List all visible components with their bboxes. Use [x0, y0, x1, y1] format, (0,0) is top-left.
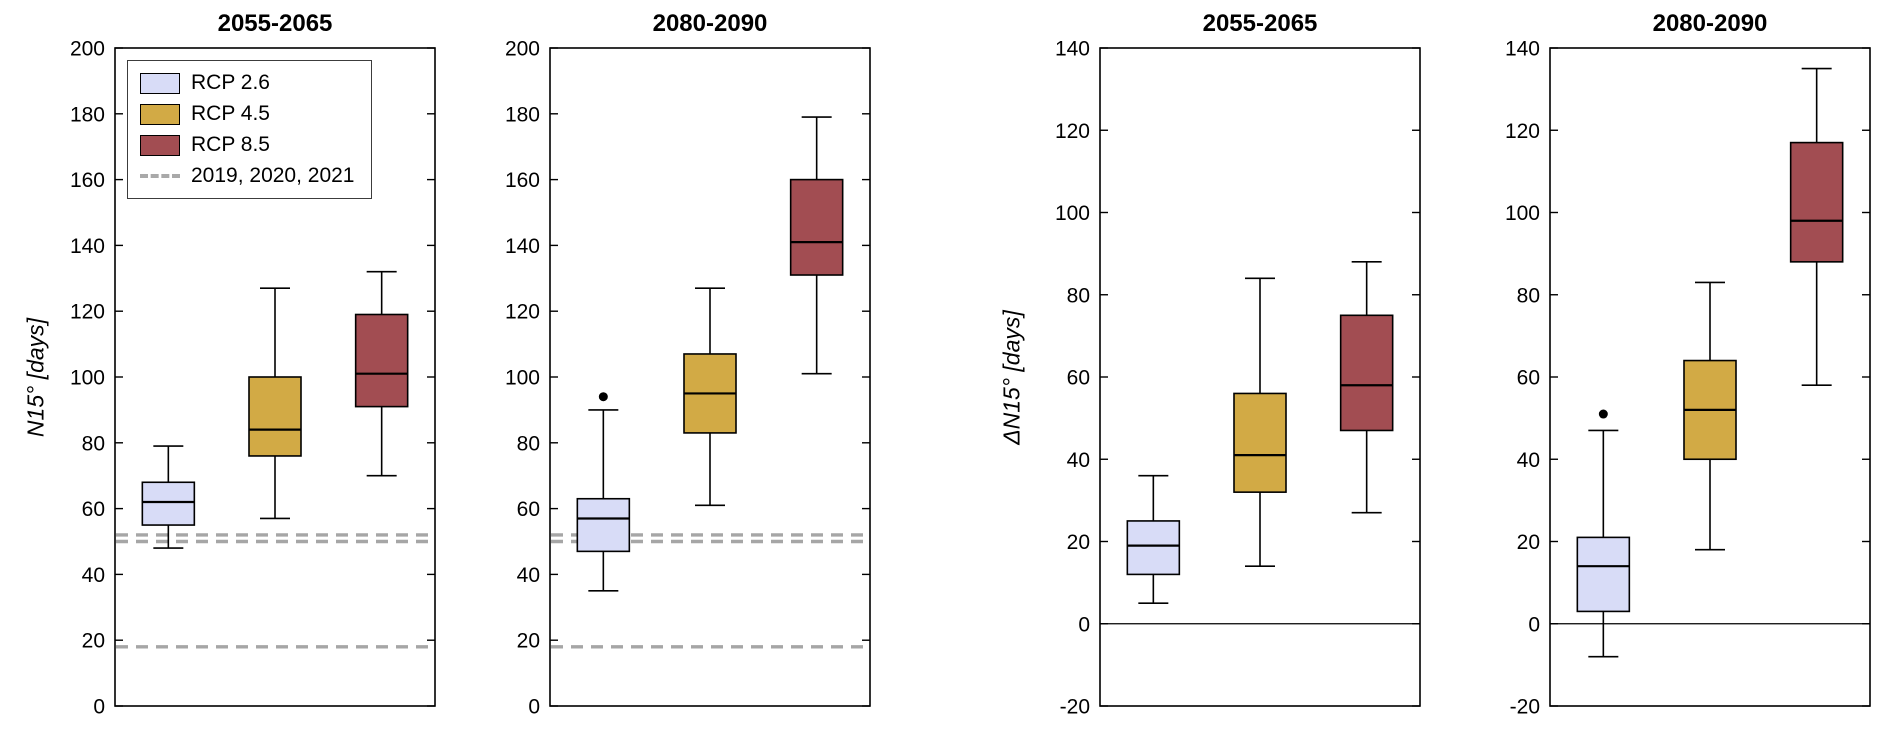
legend-swatch-rcp45: [140, 103, 180, 125]
iqr-box: [1576, 536, 1631, 613]
y-tick-label: 200: [70, 38, 105, 61]
y-tick-label: 40: [1067, 449, 1090, 472]
y-tick-label: 120: [1505, 120, 1540, 143]
y-tick-label: 40: [1517, 449, 1540, 472]
box-dn15-2080-rcp85: [1789, 67, 1844, 387]
y-tick-label: 60: [82, 498, 105, 521]
iqr-box: [141, 481, 196, 526]
y-tick-label: 0: [1528, 613, 1540, 636]
legend-item-rcp26: RCP 2.6: [140, 71, 355, 95]
y-tick-label: 40: [517, 564, 540, 587]
y-tick-label: 20: [517, 630, 540, 653]
legend-label-rcp45: RCP 4.5: [191, 102, 270, 125]
legend-swatch-rcp85: [140, 134, 180, 156]
iqr-box: [1789, 141, 1844, 263]
iqr-box: [354, 313, 409, 408]
y-tick-label: 160: [70, 169, 105, 192]
box-dn15-2080-rcp45: [1683, 281, 1737, 551]
y-axis-label-n15: N15° [days]: [22, 317, 49, 438]
y-tick-label: 60: [517, 498, 540, 521]
outlier-dot: [1598, 409, 1608, 419]
y-tick-label: 20: [82, 630, 105, 653]
y-tick-label: 80: [1067, 284, 1090, 307]
iqr-box: [1233, 392, 1287, 493]
box-dn15-2055-rcp45: [1233, 277, 1287, 567]
iqr-box: [1126, 520, 1181, 576]
outlier-dot: [598, 392, 608, 402]
y-tick-label: 20: [1067, 531, 1090, 554]
y-tick-label: 40: [82, 564, 105, 587]
box-n15-2080-rcp26: [576, 392, 631, 592]
y-tick-label: 120: [505, 301, 540, 324]
y-tick-label: 80: [1517, 284, 1540, 307]
panel-dn15-2080: -20 0 20 40 60 80 100 120 140: [1505, 38, 1871, 719]
y-tick-label: 120: [1055, 120, 1090, 143]
y-tick-label: 0: [528, 696, 540, 719]
box-n15-2055-rcp45: [248, 287, 302, 520]
box-n15-2055-rcp26: [141, 445, 196, 549]
y-tick-label: 180: [70, 103, 105, 126]
legend-label-rcp26: RCP 2.6: [191, 71, 270, 94]
box-dn15-2055-rcp85: [1339, 261, 1394, 514]
box-dn15-2055-rcp26: [1126, 474, 1181, 604]
y-tick-label: 100: [1055, 202, 1090, 225]
legend-label-rcp85: RCP 8.5: [191, 133, 270, 156]
legend-item-rcp85: RCP 8.5: [140, 133, 355, 157]
y-tick-label: 100: [70, 367, 105, 390]
y-tick-label: 140: [70, 235, 105, 258]
y-tick-label: 120: [70, 301, 105, 324]
y-tick-label: 80: [82, 432, 105, 455]
y-tick-label: -20: [1060, 696, 1090, 719]
y-tick-label: 140: [1055, 38, 1090, 61]
y-tick-label: 200: [505, 38, 540, 61]
iqr-box: [576, 497, 631, 553]
panel-n15-2080: 0 20 40 60 80 100 120 140 160 180 200: [505, 38, 871, 719]
box-dn15-2080-rcp26: [1576, 409, 1631, 658]
y-tick-label: 140: [1505, 38, 1540, 61]
y-tick-label: 60: [1517, 367, 1540, 390]
y-tick-label: 0: [1078, 613, 1090, 636]
legend-label-observed-years: 2019, 2020, 2021: [191, 164, 355, 187]
panel-title-dn15-2080: 2080-2090: [1652, 10, 1768, 37]
legend-item-observed-years: 2019, 2020, 2021: [140, 164, 355, 188]
panel-n15-2055: 0 20 40 60 80 100 120 140 160 180 200: [70, 38, 436, 719]
legend-swatch-rcp26: [140, 72, 180, 94]
y-axis-label-delta-n15: ΔN15° [days]: [998, 310, 1025, 445]
y-tick-label: 140: [505, 235, 540, 258]
panel-title-dn15-2055: 2055-2065: [1202, 10, 1318, 37]
y-tick-label: 20: [1517, 531, 1540, 554]
panel-dn15-2055: -20 0 20 40 60 80 100 120 140: [1055, 38, 1421, 719]
box-n15-2055-rcp85: [354, 270, 409, 477]
y-tick-label: -20: [1510, 696, 1540, 719]
iqr-box: [789, 178, 844, 276]
iqr-box: [1339, 314, 1394, 432]
y-tick-label: 160: [505, 169, 540, 192]
box-n15-2080-rcp85: [789, 116, 844, 375]
legend-dashed-line-icon: [140, 174, 180, 178]
legend: RCP 2.6 RCP 4.5 RCP 8.5 2019, 2020, 2021: [127, 60, 372, 199]
panel-title-n15-2080: 2080-2090: [652, 10, 768, 37]
panel-title-n15-2055: 2055-2065: [217, 10, 333, 37]
y-tick-label: 60: [1067, 367, 1090, 390]
y-tick-label: 180: [505, 103, 540, 126]
iqr-box: [248, 376, 302, 457]
y-tick-label: 80: [517, 432, 540, 455]
y-tick-label: 100: [505, 367, 540, 390]
y-tick-label: 0: [93, 696, 105, 719]
legend-item-rcp45: RCP 4.5: [140, 102, 355, 126]
y-tick-label: 100: [1505, 202, 1540, 225]
box-n15-2080-rcp45: [683, 287, 737, 507]
